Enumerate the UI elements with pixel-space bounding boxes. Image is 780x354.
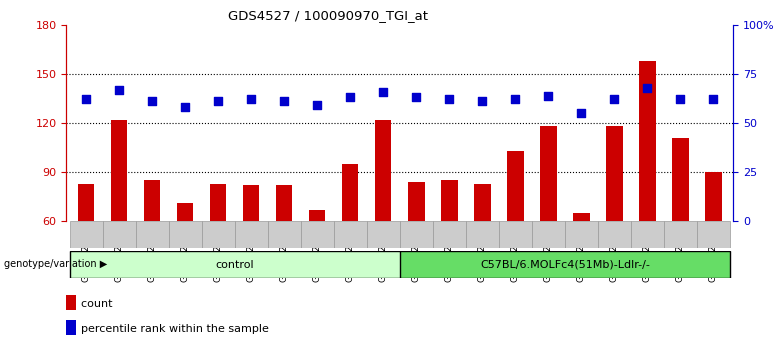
Point <box>476 98 488 104</box>
Bar <box>78 184 94 221</box>
Text: C57BL/6.MOLFc4(51Mb)-Ldlr-/-: C57BL/6.MOLFc4(51Mb)-Ldlr-/- <box>480 259 650 270</box>
Bar <box>565 221 597 248</box>
Point <box>410 95 423 100</box>
Point <box>212 98 225 104</box>
Bar <box>672 138 689 221</box>
Text: percentile rank within the sample: percentile rank within the sample <box>74 324 269 334</box>
Bar <box>66 295 76 310</box>
Bar <box>606 126 622 221</box>
Bar <box>367 221 399 248</box>
Bar <box>334 221 367 248</box>
Bar <box>705 172 722 221</box>
Bar <box>573 213 590 221</box>
Point <box>377 89 389 95</box>
Point <box>278 98 290 104</box>
Point <box>146 98 158 104</box>
Bar <box>697 221 730 248</box>
Point <box>707 97 720 102</box>
Point <box>641 85 654 91</box>
Bar <box>69 251 399 278</box>
Point <box>179 104 191 110</box>
Bar <box>466 221 498 248</box>
Point <box>674 97 686 102</box>
Bar <box>408 182 424 221</box>
Bar <box>532 221 565 248</box>
Bar <box>144 180 161 221</box>
Bar <box>631 221 664 248</box>
Point <box>443 97 456 102</box>
Point <box>575 110 587 116</box>
Bar <box>276 185 292 221</box>
Text: control: control <box>215 259 254 270</box>
Text: GDS4527 / 100090970_TGI_at: GDS4527 / 100090970_TGI_at <box>228 9 427 22</box>
Bar <box>639 61 656 221</box>
Bar <box>168 221 202 248</box>
Bar <box>399 251 730 278</box>
Bar <box>597 221 631 248</box>
Bar <box>540 126 557 221</box>
Point <box>608 97 621 102</box>
Bar <box>507 151 523 221</box>
Bar <box>268 221 301 248</box>
Bar <box>399 221 433 248</box>
Bar <box>111 120 127 221</box>
Bar <box>69 221 103 248</box>
Point <box>509 97 522 102</box>
Text: count: count <box>74 299 112 309</box>
Text: genotype/variation ▶: genotype/variation ▶ <box>4 259 107 269</box>
Bar <box>342 164 359 221</box>
Point <box>80 97 92 102</box>
Bar <box>202 221 235 248</box>
Bar <box>375 120 392 221</box>
Bar <box>474 184 491 221</box>
Bar <box>136 221 168 248</box>
Bar <box>103 221 136 248</box>
Bar <box>66 320 76 335</box>
Bar <box>498 221 532 248</box>
Bar <box>441 180 458 221</box>
Point <box>113 87 126 92</box>
Bar <box>301 221 334 248</box>
Bar <box>177 203 193 221</box>
Bar <box>433 221 466 248</box>
Bar <box>235 221 268 248</box>
Bar <box>243 185 260 221</box>
Bar <box>664 221 697 248</box>
Point <box>542 93 555 98</box>
Point <box>344 95 356 100</box>
Point <box>311 103 324 108</box>
Point <box>245 97 257 102</box>
Bar <box>210 184 226 221</box>
Bar <box>309 210 325 221</box>
